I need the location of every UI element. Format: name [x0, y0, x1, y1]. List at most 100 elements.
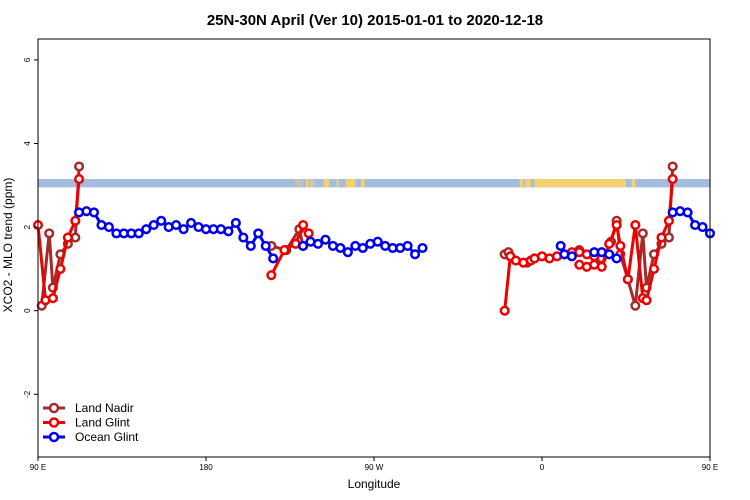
- data-point: [312, 238, 324, 249]
- land-band-segment: [360, 179, 365, 188]
- data-point: [641, 295, 652, 306]
- data-point: [656, 232, 667, 243]
- data-point: [682, 207, 693, 218]
- data-point: [47, 293, 58, 304]
- series-ocean-glint: [74, 206, 716, 264]
- legend-marker: [48, 417, 60, 428]
- land-band-segment: [298, 179, 300, 188]
- land-band-segment: [346, 179, 356, 188]
- legend-marker: [48, 431, 60, 443]
- data-point: [103, 222, 114, 233]
- data-point: [611, 253, 622, 264]
- data-point: [148, 219, 159, 231]
- data-point: [223, 226, 234, 237]
- data-point: [342, 247, 353, 258]
- data-point: [357, 242, 368, 254]
- data-point: [133, 228, 144, 239]
- data-point: [70, 215, 81, 226]
- y-tick-label: 6: [23, 57, 32, 62]
- series-land-glint: [32, 173, 678, 316]
- land-band-segment: [305, 179, 309, 188]
- data-point: [298, 240, 309, 251]
- data-point: [372, 236, 383, 247]
- data-point: [402, 240, 413, 251]
- data-point: [178, 224, 189, 235]
- data-point: [62, 232, 73, 243]
- data-point: [555, 240, 566, 251]
- y-tick-label: -2: [23, 390, 32, 398]
- land-band-segment: [534, 179, 626, 188]
- y-axis: -2 0 2 4 6: [23, 57, 38, 398]
- data-point: [622, 274, 633, 285]
- data-point: [499, 305, 510, 316]
- data-point: [611, 219, 622, 231]
- data-point: [245, 240, 256, 251]
- y-tick-label: 0: [23, 308, 32, 313]
- x-tick-label: 0: [540, 463, 545, 472]
- y-tick-label: 2: [23, 224, 32, 229]
- data-point: [335, 242, 346, 254]
- data-point: [298, 219, 309, 231]
- legend-label: Land Glint: [75, 416, 130, 430]
- data-point: [667, 161, 678, 172]
- data-point: [88, 207, 100, 218]
- x-tick-label: 90 W: [365, 463, 384, 472]
- data-point: [253, 228, 264, 239]
- legend-label: Land Nadir: [75, 401, 134, 415]
- legend-marker: [48, 402, 60, 414]
- x-axis: 90 E 180 90 W 0 90 E: [30, 457, 718, 472]
- data-point: [74, 161, 85, 172]
- series-layer: [32, 161, 716, 316]
- x-axis-label: Longitude: [348, 477, 401, 491]
- x-tick-label: 90 E: [702, 463, 718, 472]
- land-band-segment: [336, 179, 339, 188]
- data-point: [260, 240, 271, 251]
- data-point: [320, 234, 331, 245]
- data-point: [44, 228, 55, 239]
- data-point: [266, 270, 277, 281]
- data-point: [141, 224, 152, 235]
- data-point: [171, 219, 182, 231]
- data-point: [303, 228, 314, 239]
- land-band-segment: [519, 179, 524, 188]
- y-tick-label: 4: [23, 141, 32, 146]
- landmask-band: [38, 179, 710, 188]
- data-point: [604, 249, 615, 260]
- land-band-segment: [312, 179, 315, 188]
- data-point: [566, 251, 577, 262]
- data-point: [630, 219, 641, 231]
- land-band-segment: [310, 179, 313, 188]
- data-point: [230, 217, 241, 228]
- data-point: [604, 238, 615, 249]
- legend-item: Land Nadir: [43, 401, 134, 415]
- data-point: [667, 173, 678, 185]
- data-point: [596, 261, 607, 272]
- data-point: [279, 245, 290, 256]
- land-band-segment: [323, 179, 330, 188]
- data-point: [615, 240, 626, 251]
- data-point: [186, 217, 197, 228]
- legend-item: Ocean Glint: [43, 430, 139, 444]
- x-tick-label: 90 E: [30, 463, 46, 472]
- data-point: [663, 215, 674, 226]
- data-point: [637, 228, 648, 239]
- land-band-segment: [631, 179, 636, 188]
- data-point: [268, 253, 279, 264]
- data-point: [156, 215, 167, 226]
- data-point: [630, 300, 641, 311]
- land-band-segment: [525, 179, 531, 188]
- data-point: [697, 222, 708, 233]
- legend-label: Ocean Glint: [75, 430, 139, 444]
- ocean-band: [38, 179, 710, 188]
- data-point: [410, 249, 421, 260]
- y-axis-label: XCO2 - MLO trend (ppm): [1, 178, 15, 313]
- land-band-segment: [295, 179, 297, 188]
- data-point: [238, 232, 249, 243]
- data-point: [55, 263, 66, 274]
- data-point: [417, 242, 428, 254]
- data-point: [648, 263, 660, 274]
- x-tick-label: 180: [199, 463, 213, 472]
- land-band-segment: [301, 179, 303, 188]
